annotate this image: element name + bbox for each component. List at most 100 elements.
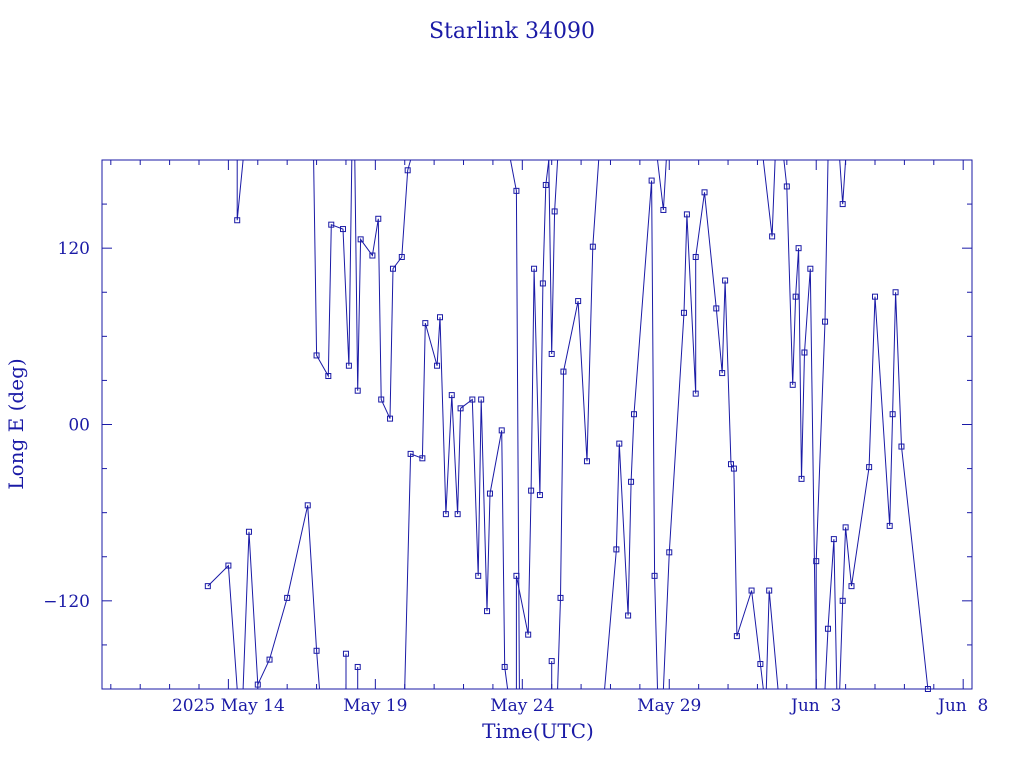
data-point	[839, 597, 846, 604]
y-tick-label: 120	[58, 239, 90, 259]
data-point	[575, 298, 582, 305]
data-point	[701, 189, 708, 196]
data-point	[548, 658, 555, 665]
series-line-segment	[242, 531, 259, 689]
data-point	[234, 217, 241, 224]
x-tick-label: Jun 8	[936, 696, 988, 716]
data-point	[792, 293, 799, 300]
series-line-segment	[515, 160, 550, 689]
data-point	[842, 524, 849, 531]
data-point	[872, 293, 879, 300]
series-line-segment	[815, 160, 829, 689]
data-point	[513, 572, 520, 579]
data-point	[340, 226, 347, 233]
data-point	[478, 396, 485, 403]
data-point	[486, 490, 493, 497]
data-point	[630, 411, 637, 418]
data-point	[719, 370, 726, 377]
data-point	[757, 661, 764, 668]
data-point	[613, 546, 620, 553]
y-tick-label: −120	[43, 592, 90, 612]
series-line-segment	[839, 292, 929, 689]
data-point	[789, 381, 796, 388]
series-longitude	[204, 160, 931, 692]
x-tick-label: May 24	[490, 696, 554, 716]
data-point	[328, 221, 335, 228]
data-point	[886, 522, 893, 529]
data-point	[830, 536, 837, 543]
data-point	[254, 681, 261, 688]
data-point	[245, 528, 252, 535]
series-line-segment	[765, 590, 779, 689]
series-line-segment	[510, 160, 520, 689]
data-point	[325, 373, 332, 380]
series-line-segment	[236, 160, 244, 221]
series-line-segment	[207, 564, 238, 689]
data-point	[513, 187, 520, 194]
series-line-segment	[313, 160, 353, 378]
y-axis-ticks: 120 00 −120	[43, 159, 972, 690]
data-point	[345, 362, 352, 369]
data-point	[357, 236, 364, 243]
series-line-segment	[604, 180, 658, 689]
data-point	[713, 305, 720, 312]
data-point	[683, 211, 690, 218]
data-point	[313, 647, 320, 654]
data-point	[225, 562, 232, 569]
data-point	[419, 455, 426, 462]
data-point	[769, 233, 776, 240]
data-point	[531, 265, 538, 272]
x-tick-label: May 19	[343, 696, 407, 716]
data-point	[375, 215, 382, 222]
chart-title: Starlink 34090	[429, 19, 595, 44]
x-tick-label: May 29	[637, 696, 701, 716]
data-point	[651, 572, 658, 579]
data-point	[422, 320, 429, 327]
data-point	[204, 583, 211, 590]
series-line-segment	[257, 505, 320, 689]
data-point	[313, 352, 320, 359]
x-axis-label: Time(UTC)	[482, 719, 594, 743]
data-point	[730, 465, 737, 472]
data-point	[378, 396, 385, 403]
x-tick-label: Jun 3	[789, 696, 841, 716]
data-point	[454, 511, 461, 518]
data-point	[822, 318, 829, 325]
data-point	[475, 572, 482, 579]
data-point	[889, 411, 896, 418]
data-point	[680, 309, 687, 316]
data-point	[666, 549, 673, 556]
data-point	[434, 362, 441, 369]
data-point	[898, 443, 905, 450]
series-line-segment	[762, 160, 776, 237]
data-point	[389, 265, 396, 272]
y-tick-label: 00	[68, 416, 90, 436]
data-point	[525, 631, 532, 638]
data-point	[539, 280, 546, 287]
data-point	[369, 252, 376, 259]
data-point	[866, 464, 873, 471]
series-line-segment	[354, 160, 412, 419]
x-axis-ticks: 2025 May 14 May 19 May 24 May 29 Jun 3 Jun 8	[110, 160, 988, 716]
series-line-segment	[557, 160, 600, 689]
data-point	[748, 587, 755, 594]
data-point	[304, 502, 311, 509]
data-point	[583, 458, 590, 465]
series-line-segment	[662, 192, 764, 689]
data-point	[551, 208, 558, 215]
data-point	[536, 492, 543, 499]
data-point	[354, 387, 361, 394]
data-point	[442, 511, 449, 518]
data-point	[892, 289, 899, 296]
data-point	[437, 314, 444, 321]
data-point	[783, 183, 790, 190]
data-point	[498, 427, 505, 434]
data-point	[560, 368, 567, 375]
data-point	[528, 487, 535, 494]
data-point	[807, 265, 814, 272]
data-point	[404, 167, 411, 174]
series-line-segment	[404, 317, 509, 689]
data-point	[589, 243, 596, 250]
data-point	[557, 594, 564, 601]
